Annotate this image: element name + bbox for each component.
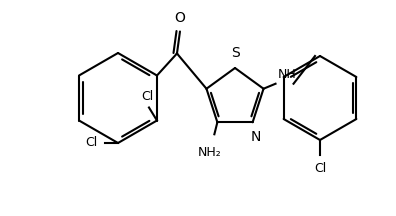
Text: S: S xyxy=(230,46,239,60)
Text: NH₂: NH₂ xyxy=(198,146,221,159)
Text: NH: NH xyxy=(278,68,296,81)
Text: Cl: Cl xyxy=(314,162,326,175)
Text: Cl: Cl xyxy=(141,89,153,103)
Text: Cl: Cl xyxy=(86,137,98,149)
Text: O: O xyxy=(175,11,185,25)
Text: N: N xyxy=(250,130,261,144)
